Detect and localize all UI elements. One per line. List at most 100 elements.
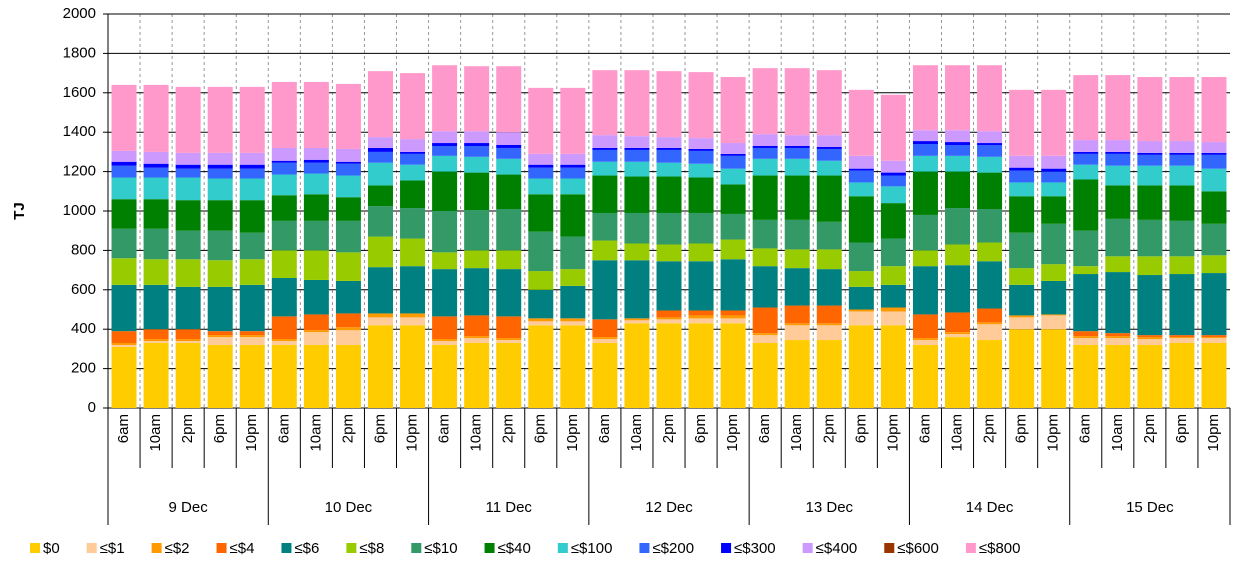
bar-segment <box>624 70 650 137</box>
bar-segment <box>624 323 650 408</box>
bar-segment <box>1041 196 1067 224</box>
legend-label: ≤$300 <box>734 540 776 557</box>
bar-segment <box>977 209 1003 243</box>
x-tick-label: 10am <box>468 414 485 452</box>
bar-segment <box>1201 223 1227 256</box>
legend-label: ≤$40 <box>498 540 531 557</box>
bar-segment <box>784 268 810 306</box>
x-tick-label: 6pm <box>852 414 869 443</box>
bar-segment <box>496 174 522 210</box>
legend-swatch <box>86 543 97 553</box>
bar-segment <box>303 344 329 408</box>
bar-segment <box>784 175 810 220</box>
bar-segment <box>880 94 906 161</box>
bar-segment <box>207 164 233 169</box>
bar-segment <box>1201 342 1227 408</box>
x-tick-label: 10pm <box>724 414 741 452</box>
bar-segment <box>464 172 490 211</box>
x-tick-label: 6pm <box>532 414 549 443</box>
bar-segment <box>271 250 297 278</box>
x-tick-label: 2pm <box>660 414 677 443</box>
bar-segment <box>528 271 554 290</box>
x-tick-label: 2pm <box>981 414 998 443</box>
bar-segment <box>1073 140 1099 152</box>
bar-segment <box>464 131 490 144</box>
bar-segment <box>303 332 329 345</box>
bar-segment <box>1169 185 1195 221</box>
bar-segment <box>1169 335 1195 338</box>
bar-segment <box>560 194 586 237</box>
legend-label: ≤$8 <box>359 540 384 557</box>
bar-segment <box>207 337 233 345</box>
bar-segment <box>592 161 618 176</box>
y-axis-label: TJ <box>11 202 28 220</box>
y-tick-label: 0 <box>88 399 96 416</box>
bar-segment <box>945 208 971 245</box>
bar-segment <box>1169 342 1195 408</box>
bar-segment <box>528 321 554 326</box>
bar-segment <box>207 86 233 153</box>
bar-segment <box>207 260 233 287</box>
bar-segment <box>945 312 971 333</box>
bar-segment <box>303 314 329 331</box>
bar-segment <box>528 164 554 168</box>
bar-segment <box>560 178 586 195</box>
bar-segment <box>303 162 329 174</box>
bar-segment <box>977 340 1003 408</box>
bar-segment <box>560 153 586 165</box>
bar-segment <box>528 231 554 272</box>
bar-segment <box>367 151 393 163</box>
bar-segment <box>496 66 522 133</box>
bar-segment <box>335 220 361 253</box>
group-label: 11 Dec <box>486 499 533 516</box>
bar-segment <box>560 318 586 322</box>
bar-segment <box>656 317 682 320</box>
bar-segment <box>1009 329 1035 408</box>
bar-segment <box>912 155 938 172</box>
bar-segment <box>207 344 233 408</box>
bar-segment <box>367 147 393 152</box>
bar-segment <box>1041 155 1067 169</box>
bar-segment <box>1137 185 1163 220</box>
bar-segment <box>1105 218 1131 257</box>
bar-segment <box>1041 182 1067 197</box>
x-tick-label: 2pm <box>1141 414 1158 443</box>
bar-segment <box>688 72 714 139</box>
bar-segment <box>1169 165 1195 186</box>
bar-segment <box>111 150 137 162</box>
bar-segment <box>752 342 778 408</box>
bar-segment <box>1009 315 1035 318</box>
bar-segment <box>367 137 393 148</box>
bar-segment <box>624 149 650 162</box>
bar-segment <box>367 162 393 186</box>
bar-segment <box>784 135 810 146</box>
bar-segment <box>1009 284 1035 316</box>
bar-segment <box>1009 268 1035 285</box>
x-tick-label: 10pm <box>404 414 421 452</box>
bar-segment <box>752 307 778 334</box>
bar-segment <box>175 164 201 169</box>
bar-segment <box>432 339 458 342</box>
bar-segment <box>560 285 586 319</box>
bar-segment <box>688 163 714 178</box>
bar-segment <box>335 175 361 198</box>
bar-segment <box>656 310 682 318</box>
bar-segment <box>111 346 137 408</box>
bar-segment <box>528 87 554 154</box>
bar-segment <box>400 153 426 165</box>
bar-segment <box>816 146 842 149</box>
bar-segment <box>720 184 746 214</box>
bar-segment <box>207 331 233 336</box>
bar-segment <box>912 338 938 341</box>
bar-segment <box>816 70 842 136</box>
bar-segment <box>848 89 874 156</box>
legend-label: ≤$4 <box>230 540 255 557</box>
legend-label: ≤$2 <box>165 540 190 557</box>
bar-segment <box>432 171 458 211</box>
bar-segment <box>720 153 746 156</box>
x-tick-label: 10am <box>788 414 805 452</box>
bar-segment <box>175 200 201 231</box>
bar-segment <box>720 213 746 240</box>
bar-segment <box>560 164 586 168</box>
bar-segment <box>464 338 490 343</box>
